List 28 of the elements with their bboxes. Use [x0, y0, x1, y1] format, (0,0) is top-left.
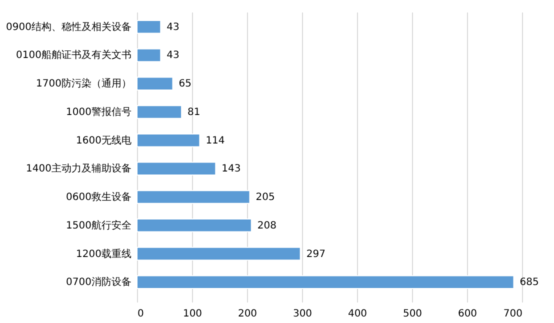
y-tick-label: 1000警报信号 [66, 106, 132, 118]
data-label: 81 [188, 106, 200, 118]
x-tick-label: 400 [348, 308, 368, 320]
x-tick-label: 200 [238, 308, 258, 320]
x-tick-label: 0 [138, 308, 144, 320]
data-label: 65 [178, 78, 192, 90]
y-tick-label: 1600无线电 [76, 134, 132, 146]
y-tick-label: 1200载重线 [76, 248, 132, 260]
x-tick-label: 100 [182, 308, 202, 320]
x-tick-label: 600 [458, 308, 478, 320]
y-tick-label: 0900结构、稳性及相关设备 [6, 20, 132, 33]
data-label: 143 [222, 164, 241, 175]
data-label: 205 [256, 192, 275, 204]
data-label: 114 [206, 135, 225, 146]
x-tick-label: 700 [503, 308, 522, 320]
y-tick-label: 0100船舶证书及有关文书 [16, 49, 132, 62]
y-tick-label: 1700防污染（通用） [36, 78, 132, 90]
y-tick-label: 0700消防设备 [66, 276, 132, 288]
data-label: 208 [257, 220, 276, 232]
y-tick-label: 0600救生设备 [66, 191, 132, 204]
data-label: 685 [520, 277, 539, 288]
data-label: 43 [166, 50, 180, 62]
data-label: 297 [306, 248, 326, 260]
x-tick-label: 300 [292, 308, 312, 320]
x-tick-label: 500 [402, 308, 422, 320]
data-label: 43 [166, 22, 180, 33]
y-tick-label: 1400主动力及辅助设备 [26, 162, 132, 175]
y-tick-label: 1500航行安全 [66, 219, 132, 232]
